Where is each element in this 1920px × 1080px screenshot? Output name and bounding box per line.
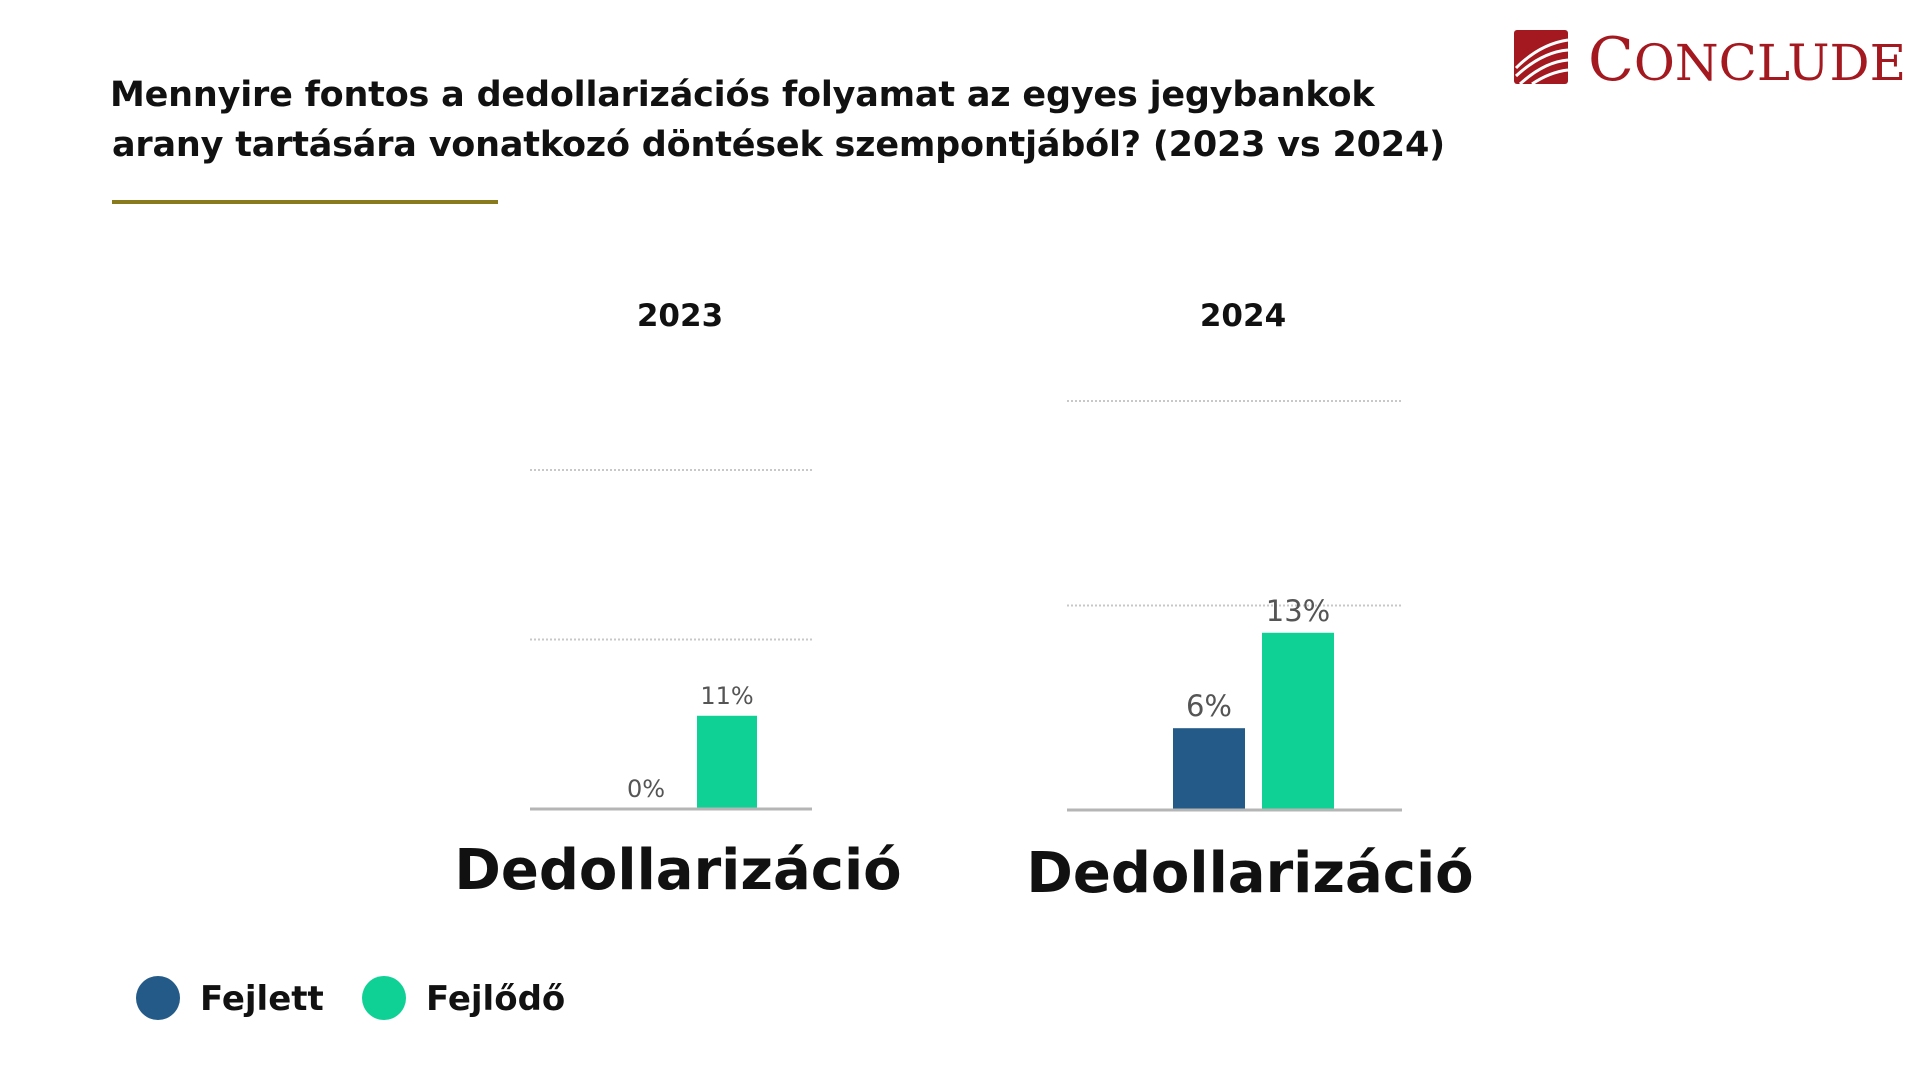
chart-2024-bar-fejlett: [1173, 728, 1245, 810]
conclude-logo-mark-icon: [1514, 30, 1569, 86]
chart-2024-category: Dedollarizáció: [1026, 841, 1474, 906]
legend-swatch-fejlett: [136, 976, 180, 1020]
chart-2024-bar-fejlodo: [1262, 632, 1334, 810]
chart-2023-data-label-fejlodo: 11%: [700, 682, 753, 710]
chart-2024-data-label-fejlodo: 13%: [1266, 594, 1330, 628]
title-underline: [112, 200, 498, 204]
chart-2023-bar-fejlodo: [697, 715, 757, 809]
chart-2023-data-label-fejlett: 0%: [627, 775, 665, 803]
title-line-1: Mennyire fontos a dedollarizációs folyam…: [110, 75, 1375, 115]
legend-label-fejlodo: Fejlődő: [426, 979, 566, 1019]
chart-2023-category: Dedollarizáció: [454, 838, 902, 903]
conclude-logo: CONCLUDE: [1512, 28, 1910, 92]
logo-wordmark: CONCLUDE: [1588, 25, 1907, 95]
chart-2024-year: 2024: [1199, 298, 1287, 334]
title-line-2: arany tartására vonatkozó döntések szemp…: [112, 125, 1445, 165]
chart-2023-year: 2023: [636, 298, 724, 334]
legend-label-fejlett: Fejlett: [200, 979, 324, 1019]
chart-2024-data-label-fejlett: 6%: [1186, 689, 1232, 723]
chart-title: Mennyire fontos a dedollarizációs folyam…: [110, 70, 1530, 170]
legend-swatch-fejlodo: [362, 976, 406, 1020]
